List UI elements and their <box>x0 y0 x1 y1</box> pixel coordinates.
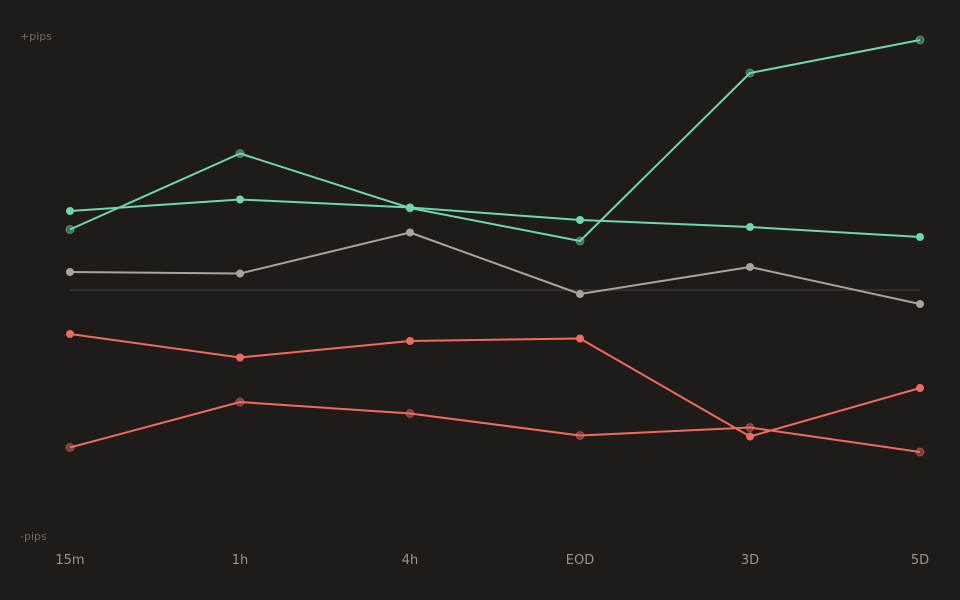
x-tick-label: 4h <box>402 553 419 568</box>
data-point[interactable] <box>66 207 74 215</box>
data-point[interactable] <box>406 337 414 345</box>
x-tick-label: 5D <box>911 553 929 568</box>
data-point[interactable] <box>915 447 925 457</box>
x-tick-label: 1h <box>232 553 249 568</box>
data-point[interactable] <box>236 353 244 362</box>
data-point[interactable] <box>576 216 584 224</box>
data-point[interactable] <box>406 203 414 212</box>
data-point[interactable] <box>746 432 754 441</box>
x-tick-label: EOD <box>566 553 594 568</box>
data-point[interactable] <box>916 384 924 392</box>
y-axis-label-top: +pips <box>20 30 52 43</box>
data-point[interactable] <box>235 149 245 158</box>
series-3 <box>66 228 924 308</box>
data-point[interactable] <box>745 423 755 432</box>
data-point[interactable] <box>745 68 755 78</box>
series-1 <box>65 35 925 246</box>
series-2 <box>66 195 924 241</box>
series-line <box>69 401 921 453</box>
data-point[interactable] <box>576 290 584 298</box>
x-tick-label: 15m <box>55 553 84 568</box>
data-point[interactable] <box>65 443 75 452</box>
data-point[interactable] <box>575 236 585 246</box>
data-point[interactable] <box>236 195 244 204</box>
data-point[interactable] <box>916 233 924 241</box>
data-point[interactable] <box>66 330 74 338</box>
x-axis-ticks: 15m 1h 4h EOD 3D 5D <box>55 553 929 568</box>
series-layer <box>65 35 925 457</box>
data-point[interactable] <box>406 228 414 237</box>
series-4 <box>66 330 924 441</box>
data-point[interactable] <box>575 431 585 440</box>
series-line <box>69 333 921 438</box>
data-point[interactable] <box>236 269 244 278</box>
x-tick-label: 3D <box>741 553 759 568</box>
data-point[interactable] <box>235 397 245 407</box>
series-5 <box>65 397 925 457</box>
data-point[interactable] <box>66 268 74 276</box>
y-axis-label-bottom: -pips <box>20 530 47 543</box>
data-point[interactable] <box>65 225 75 234</box>
data-point[interactable] <box>746 223 754 231</box>
data-point[interactable] <box>746 263 754 271</box>
data-point[interactable] <box>576 334 584 343</box>
series-line <box>69 198 921 238</box>
data-point[interactable] <box>915 35 925 45</box>
data-point[interactable] <box>916 300 924 308</box>
series-line <box>69 39 921 242</box>
data-point[interactable] <box>405 409 415 418</box>
series-line <box>69 231 921 305</box>
